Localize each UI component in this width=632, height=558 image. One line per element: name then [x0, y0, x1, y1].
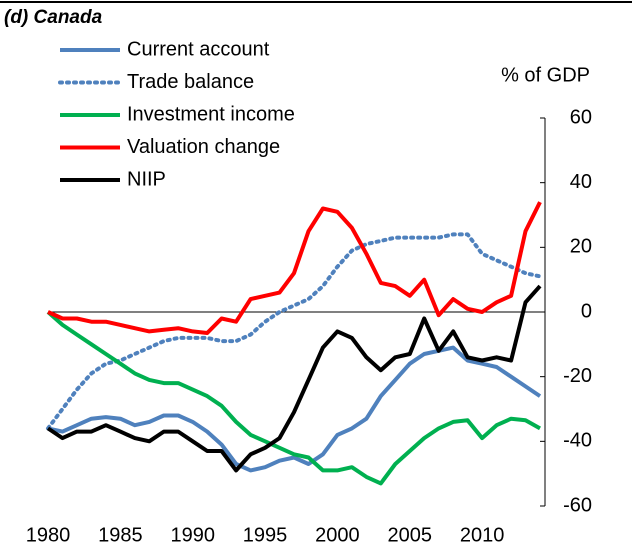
series-line	[47, 345, 542, 473]
y-tick-label: 60	[570, 106, 592, 128]
legend-label: Current account	[127, 38, 270, 60]
x-tick-label: 1995	[243, 524, 288, 546]
series-line	[46, 284, 542, 473]
y-tick-label: 20	[570, 236, 592, 258]
legend-label: Trade balance	[127, 71, 254, 93]
x-tick-label: 1985	[98, 524, 143, 546]
y-tick-label: 0	[581, 300, 592, 322]
series-line	[46, 232, 542, 431]
y-tick-label: -60	[563, 494, 592, 516]
y-tick-label: -40	[563, 430, 592, 452]
series-line	[46, 310, 541, 486]
legend-label: Investment income	[127, 103, 295, 125]
x-tick-label: 1990	[170, 524, 215, 546]
y-axis-label: % of GDP	[501, 64, 590, 86]
x-tick-label: 1980	[26, 524, 71, 546]
chart-title: (d) Canada	[4, 7, 103, 28]
x-tick-label: 2005	[388, 524, 433, 546]
x-tick-label: 2010	[460, 524, 505, 546]
y-tick-label: -20	[563, 365, 592, 387]
series-line	[47, 201, 542, 335]
y-tick-label: 40	[570, 171, 592, 193]
legend-label: Valuation change	[127, 136, 280, 158]
x-tick-label: 2000	[315, 524, 360, 546]
legend-label: NIIP	[127, 168, 166, 190]
